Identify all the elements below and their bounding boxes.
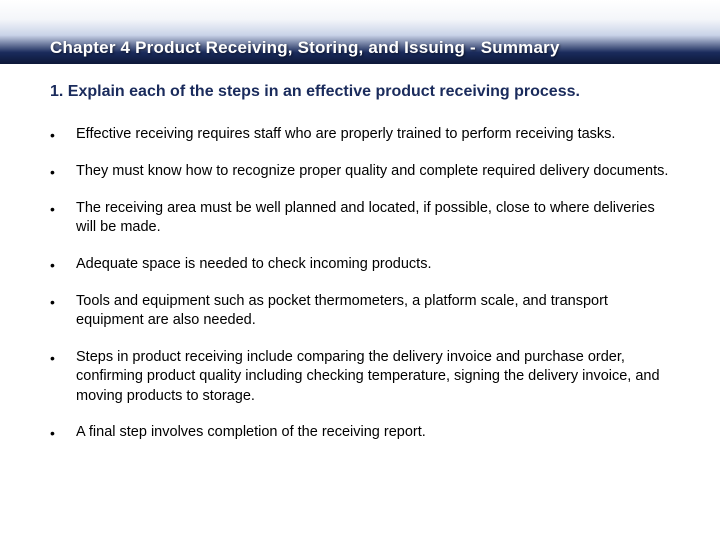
bullet-text: Steps in product receiving include compa…: [76, 348, 670, 407]
bullet-icon: •: [50, 348, 76, 368]
slide-header-band: Chapter 4 Product Receiving, Storing, an…: [0, 0, 720, 64]
bullet-text: They must know how to recognize proper q…: [76, 162, 670, 182]
list-item: •Effective receiving requires staff who …: [50, 125, 670, 145]
bullet-icon: •: [50, 255, 76, 275]
list-item: •Steps in product receiving include comp…: [50, 348, 670, 407]
bullet-text: The receiving area must be well planned …: [76, 199, 670, 238]
bullet-icon: •: [50, 125, 76, 145]
slide-content: 1. Explain each of the steps in an effec…: [0, 64, 720, 443]
list-item: •The receiving area must be well planned…: [50, 199, 670, 238]
section-question: 1. Explain each of the steps in an effec…: [50, 82, 670, 103]
bullet-text: A final step involves completion of the …: [76, 423, 670, 443]
list-item: •They must know how to recognize proper …: [50, 162, 670, 182]
list-item: •Tools and equipment such as pocket ther…: [50, 292, 670, 331]
slide-title: Chapter 4 Product Receiving, Storing, an…: [50, 38, 560, 58]
list-item: •A final step involves completion of the…: [50, 423, 670, 443]
bullet-text: Adequate space is needed to check incomi…: [76, 255, 670, 275]
list-item: •Adequate space is needed to check incom…: [50, 255, 670, 275]
bullet-icon: •: [50, 292, 76, 312]
bullet-icon: •: [50, 199, 76, 219]
bullet-text: Tools and equipment such as pocket therm…: [76, 292, 670, 331]
bullet-icon: •: [50, 162, 76, 182]
bullet-list: •Effective receiving requires staff who …: [50, 125, 670, 444]
bullet-text: Effective receiving requires staff who a…: [76, 125, 670, 145]
bullet-icon: •: [50, 423, 76, 443]
